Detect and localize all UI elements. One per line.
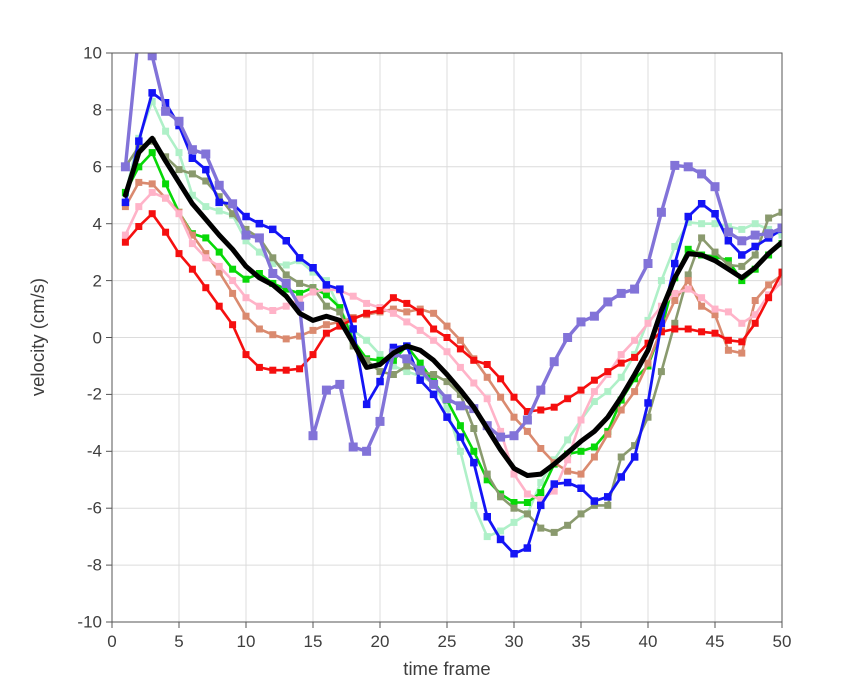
y-tick-label: -8	[86, 555, 102, 575]
series-mean-black	[122, 135, 782, 478]
series-trial-purple	[120, 53, 782, 456]
y-tick-label: 10	[83, 43, 102, 63]
y-tick-label: 0	[92, 328, 102, 347]
y-tick-label: -2	[86, 384, 102, 404]
x-tick-label: 20	[370, 632, 390, 651]
series-trial-red	[121, 210, 782, 415]
y-tick-label: 8	[92, 100, 102, 120]
y-tick-label: -10	[77, 612, 102, 632]
y-tick-label: 6	[92, 157, 102, 177]
y-tick-label: 2	[92, 271, 102, 291]
x-axis-label: time frame	[403, 658, 491, 679]
series-trial-blue	[121, 89, 782, 558]
x-tick-label: 35	[571, 632, 591, 651]
series-trial-sage	[121, 137, 782, 536]
y-tick-label: -4	[86, 441, 102, 461]
x-tick-label: 15	[303, 632, 323, 651]
y-axis-label: velocity (cm/s)	[27, 277, 48, 397]
x-tick-label: 10	[236, 632, 256, 651]
x-tick-label: 45	[705, 632, 725, 651]
x-tick-label: 40	[638, 632, 658, 651]
y-tick-label: -6	[86, 498, 102, 518]
x-tick-label: 30	[504, 632, 524, 651]
x-tick-label: 25	[437, 632, 457, 651]
x-tick-label: 50	[772, 632, 792, 651]
x-tick-label: 5	[174, 632, 184, 651]
axes-box	[106, 52, 783, 628]
y-tick-label: 4	[92, 214, 102, 234]
x-tick-label: 0	[107, 632, 117, 651]
